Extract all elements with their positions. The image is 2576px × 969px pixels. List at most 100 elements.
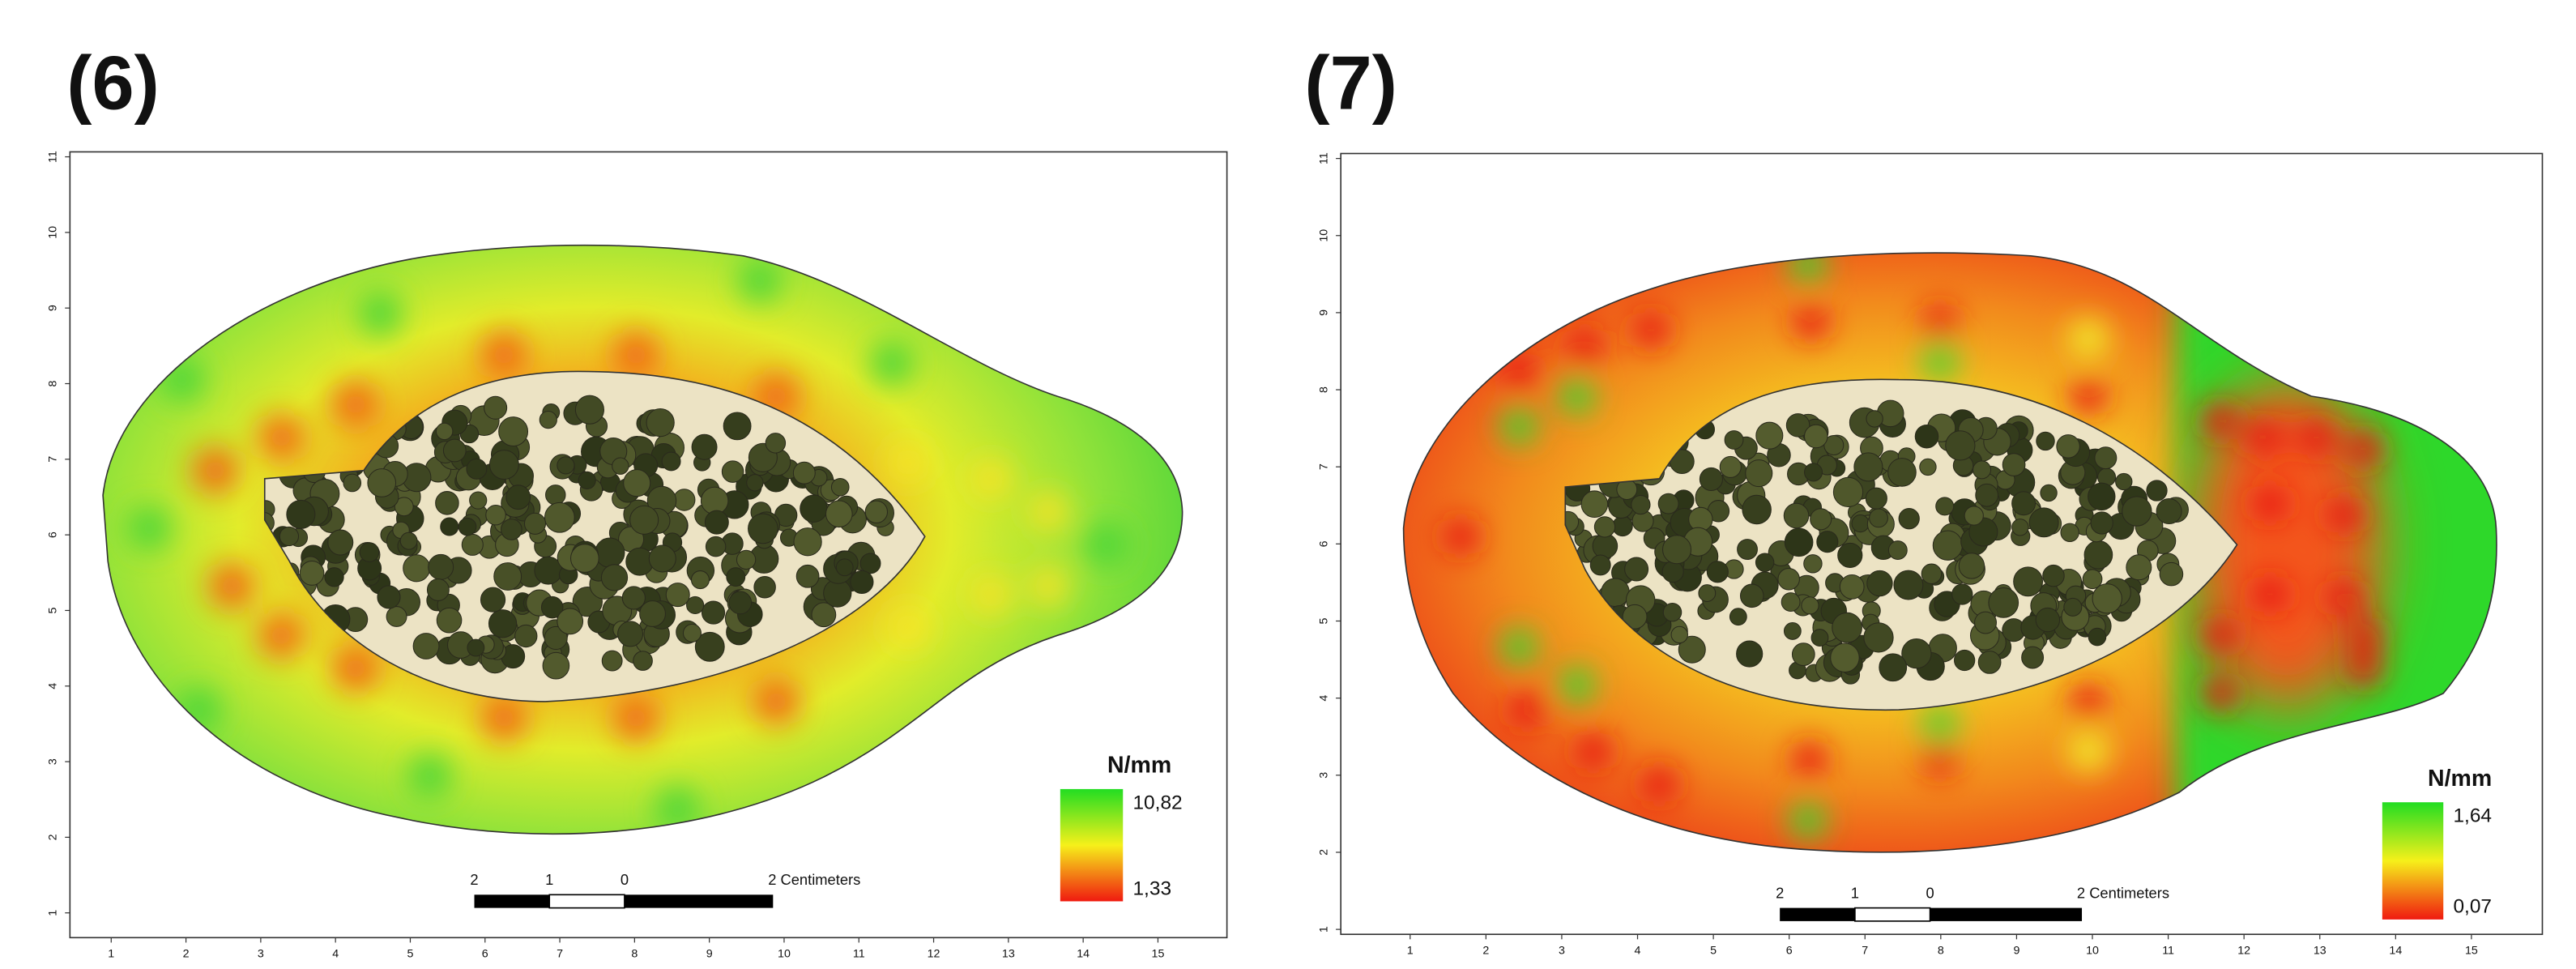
heat-spot	[2327, 497, 2363, 533]
seed	[1594, 517, 1614, 537]
x-tick-label: 8	[1938, 945, 1944, 958]
heat-spot	[1559, 378, 1595, 415]
x-tick-label: 2	[183, 948, 190, 961]
heat-spot	[871, 342, 914, 385]
x-tick-label: 12	[928, 948, 940, 961]
heat-spot	[2346, 617, 2382, 654]
seed	[470, 492, 487, 509]
seed	[2064, 598, 2082, 616]
heat-spot	[889, 442, 928, 482]
x-tick-label: 10	[2086, 945, 2099, 958]
x-tick-label: 9	[706, 948, 713, 961]
seed	[618, 621, 643, 647]
heat-spot	[1921, 342, 1958, 378]
seed	[736, 550, 755, 569]
seed	[325, 568, 343, 587]
seed	[1804, 555, 1822, 573]
seed	[436, 492, 459, 515]
seed	[546, 485, 565, 505]
x-tick-label: 5	[1710, 945, 1717, 958]
seed	[1866, 488, 1887, 509]
seed	[1920, 459, 1936, 475]
seed	[575, 395, 603, 424]
seed	[386, 607, 407, 627]
seed	[1738, 540, 1758, 560]
seed	[1671, 626, 1687, 642]
seed	[429, 554, 454, 579]
seed	[2084, 540, 2113, 569]
seed	[2092, 584, 2122, 613]
y-tick-label: 7	[1318, 463, 1331, 470]
seed	[1707, 561, 1728, 583]
heat-spot	[1633, 312, 1670, 348]
seed	[486, 505, 505, 524]
seed	[612, 458, 629, 474]
heat-spot	[1791, 741, 1828, 778]
seed	[1838, 543, 1862, 567]
seed	[1894, 570, 1923, 600]
y-tick-label: 6	[1318, 540, 1331, 547]
seed	[1784, 503, 1809, 528]
seed	[489, 450, 518, 480]
seed	[1852, 514, 1869, 531]
seed	[1840, 574, 1864, 599]
y-tick-label: 4	[1318, 695, 1331, 702]
seed	[2036, 608, 2059, 631]
seed	[1973, 461, 1991, 479]
seed	[729, 591, 752, 614]
heat-spot	[2203, 617, 2239, 654]
scale-bar-unit: 2 Centimeters	[2077, 884, 2169, 901]
heat-spot	[1444, 519, 1480, 555]
seed	[1921, 564, 1941, 583]
seed	[467, 639, 484, 656]
seed	[640, 601, 666, 627]
seed	[1888, 459, 1917, 487]
heat-spot	[2071, 378, 2107, 415]
seed	[368, 469, 396, 497]
seed	[1581, 491, 1608, 518]
seed	[1785, 528, 1813, 557]
heat-spot	[2247, 420, 2284, 456]
heat-spot	[971, 574, 1011, 614]
scale-bar-label: 0	[621, 871, 629, 888]
seed	[1725, 431, 1743, 450]
scale-bar-segment	[549, 894, 625, 907]
x-tick-label: 15	[2465, 945, 2478, 958]
seed	[1831, 643, 1859, 672]
seed	[1778, 569, 1799, 590]
x-tick-label: 3	[258, 948, 264, 961]
y-tick-label: 10	[47, 226, 60, 239]
seed	[1964, 506, 1983, 525]
x-tick-label: 7	[1862, 945, 1868, 958]
legend-colorbar	[1060, 789, 1123, 902]
seed	[480, 587, 505, 612]
seed	[441, 518, 458, 536]
x-tick-label: 3	[1559, 945, 1565, 958]
heat-spot	[481, 332, 527, 378]
seed	[1742, 495, 1771, 523]
seed	[2057, 435, 2080, 459]
seed	[1663, 536, 1691, 564]
heat-spot	[1921, 304, 1958, 340]
seed	[1720, 456, 1741, 477]
heat-spot	[1567, 328, 1603, 365]
seed	[400, 532, 417, 549]
heat-spot	[1559, 667, 1595, 703]
seed	[1756, 422, 1783, 449]
seed	[540, 412, 557, 429]
heat-spot	[2069, 732, 2109, 771]
seed	[691, 571, 709, 589]
seed	[706, 536, 725, 556]
seed	[343, 474, 361, 492]
seed	[622, 587, 645, 609]
seed	[1833, 477, 1862, 506]
heat-spot	[2252, 485, 2288, 522]
seed	[723, 412, 751, 440]
seed	[630, 506, 659, 534]
heat-spot	[1029, 566, 1068, 606]
scale-bar-label: 0	[1926, 884, 1934, 901]
seed	[557, 457, 574, 474]
y-tick-label: 3	[47, 758, 60, 765]
seed	[2091, 512, 2113, 534]
y-tick-label: 5	[47, 607, 60, 613]
